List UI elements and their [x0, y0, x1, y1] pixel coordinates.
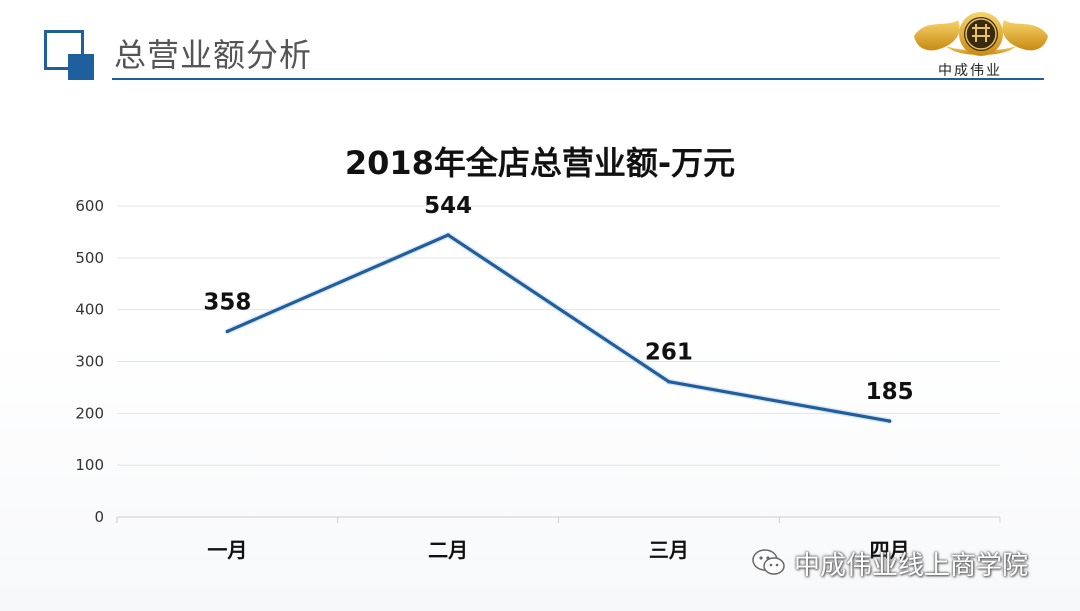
data-point [667, 379, 671, 384]
y-axis: 0 100 200 300 400 500 600 [75, 197, 104, 526]
data-label: 358 [203, 289, 251, 315]
y-tick-label: 100 [75, 456, 104, 474]
y-tick-label: 0 [94, 508, 104, 526]
header-divider [112, 78, 1044, 80]
data-label: 261 [645, 340, 693, 366]
x-axis: 一月 二月 三月 四月 [207, 538, 909, 562]
series-line [225, 233, 892, 423]
series-line-shadow [226, 232, 891, 425]
y-tick-label: 200 [75, 404, 104, 422]
data-point [887, 419, 892, 423]
data-label: 185 [866, 379, 914, 405]
gridlines [116, 205, 1001, 523]
header-square-icon [44, 30, 94, 80]
logo-caption: 中成伟业 [938, 63, 1002, 79]
x-tick-label: 一月 [207, 538, 247, 562]
x-tick-label: 二月 [428, 538, 468, 562]
y-tick-label: 300 [75, 353, 104, 371]
data-labels: 358 544 261 185 [203, 193, 913, 405]
y-tick-label: 400 [75, 301, 104, 319]
x-tick-label: 三月 [649, 538, 689, 562]
data-point [446, 233, 450, 237]
data-label: 544 [424, 193, 472, 219]
page-title: 总营业额分析 [114, 36, 313, 74]
y-tick-label: 600 [75, 197, 104, 215]
wechat-icon [752, 549, 785, 575]
chart-title: 2018年全店总营业额-万元 [345, 144, 735, 182]
watermark-text: 中成伟业线上商学院 [794, 550, 1029, 581]
series-group [225, 232, 892, 425]
brand-logo-icon [914, 12, 1048, 56]
y-tick-label: 500 [75, 249, 104, 267]
x-tick-label: 四月 [870, 538, 910, 562]
watermark: 中成伟业线上商学院 [752, 545, 1028, 581]
data-point [225, 329, 230, 334]
